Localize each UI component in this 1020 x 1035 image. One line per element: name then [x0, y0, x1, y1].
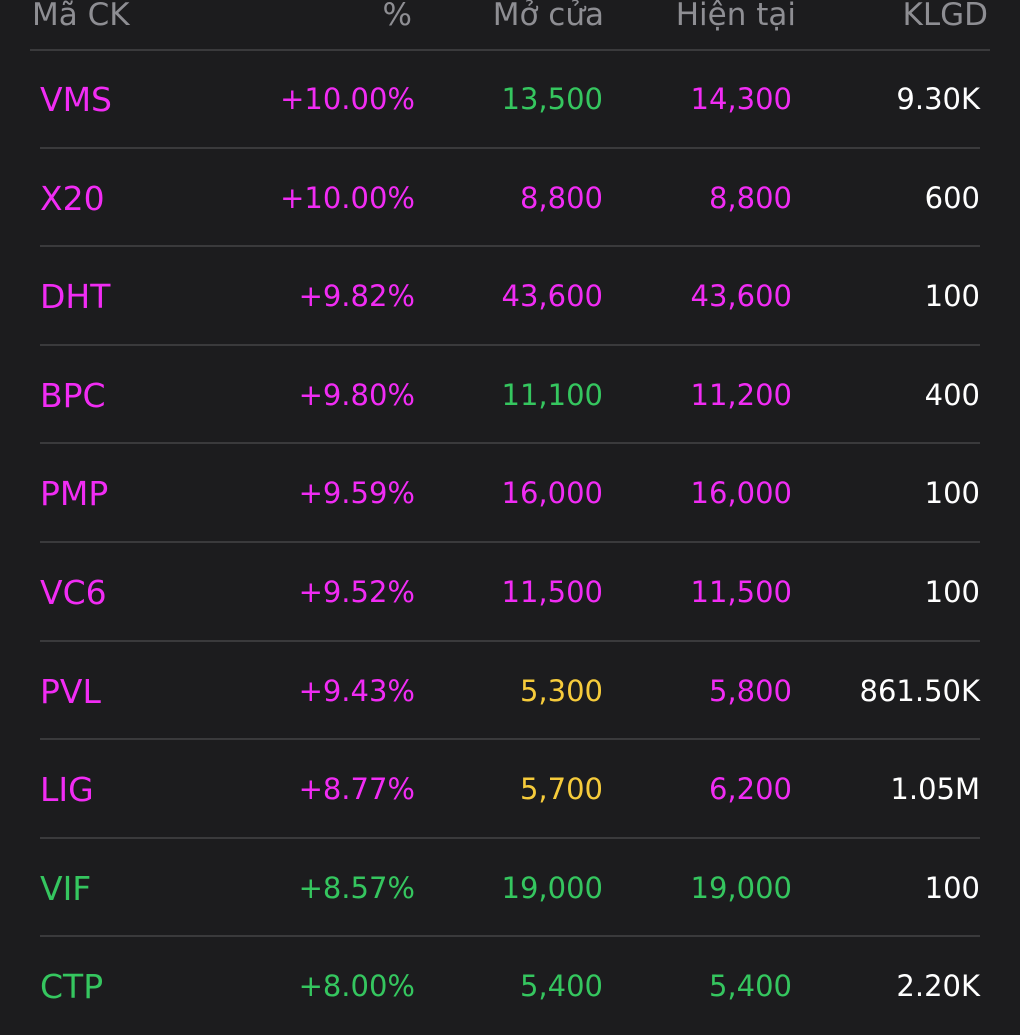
open-price: 19,000	[501, 870, 603, 905]
open-price: 13,500	[501, 82, 603, 116]
open-price: 43,600	[501, 279, 603, 314]
change-percent: +8.77%	[298, 772, 415, 807]
open-price: 8,800	[519, 180, 603, 215]
stock-table: VMS +10.00% 13,500 14,300 9.30K X20 +10.00% 8,8…	[0, 50, 1020, 1035]
open-price: 5,400	[519, 969, 603, 1004]
table-row[interactable]: LIG +8.77% 5,700 6,200 1.05M	[0, 740, 1020, 839]
change-percent: +10.00%	[280, 180, 415, 215]
change-percent: +8.57%	[298, 870, 415, 905]
current-price: 14,300	[690, 82, 792, 116]
current-price: 8,800	[708, 180, 792, 215]
table-row[interactable]: CTP +8.00% 5,400 5,400 2.20K	[0, 937, 1020, 1035]
change-percent: +9.80%	[298, 377, 415, 412]
trading-volume: 600	[924, 180, 980, 215]
change-percent: +10.00%	[280, 82, 415, 116]
table-row[interactable]: DHT +9.82% 43,600 43,600 100	[0, 247, 1020, 346]
header-divider	[30, 49, 990, 51]
change-percent: +9.43%	[298, 673, 415, 708]
stock-symbol: VC6	[40, 572, 107, 612]
column-header-change-percent[interactable]: %	[382, 0, 412, 33]
trading-volume: 100	[924, 476, 980, 511]
open-price: 16,000	[501, 476, 603, 511]
stock-symbol: VMS	[40, 80, 112, 119]
column-header-current-price[interactable]: Hiện tại	[675, 0, 796, 33]
column-header-symbol[interactable]: Mã CK	[32, 0, 130, 33]
open-price: 11,500	[501, 574, 603, 609]
stock-symbol: CTP	[40, 967, 104, 1007]
stock-symbol: BPC	[40, 375, 106, 415]
table-row[interactable]: VC6 +9.52% 11,500 11,500 100	[0, 543, 1020, 642]
current-price: 11,200	[690, 377, 792, 412]
current-price: 11,500	[690, 574, 792, 609]
current-price: 16,000	[690, 476, 792, 511]
table-row[interactable]: BPC +9.80% 11,100 11,200 400	[0, 346, 1020, 445]
trading-volume: 1.05M	[890, 772, 980, 807]
current-price: 19,000	[690, 870, 792, 905]
stock-symbol: DHT	[40, 277, 111, 317]
table-header: Mã CK % Mở cửa Hiện tại KLGD	[0, 0, 1020, 51]
column-header-open-price[interactable]: Mở cửa	[492, 0, 604, 33]
table-row[interactable]: VIF +8.57% 19,000 19,000 100	[0, 839, 1020, 938]
trading-volume: 9.30K	[896, 82, 980, 116]
trading-volume: 2.20K	[896, 969, 980, 1004]
column-header-volume[interactable]: KLGD	[902, 0, 989, 33]
current-price: 5,400	[708, 969, 792, 1004]
stock-symbol: X20	[40, 178, 105, 218]
stock-symbol: PVL	[40, 671, 101, 711]
current-price: 43,600	[690, 279, 792, 314]
change-percent: +9.82%	[298, 279, 415, 314]
stock-symbol: PMP	[40, 474, 109, 514]
table-row[interactable]: X20 +10.00% 8,800 8,800 600	[0, 149, 1020, 248]
table-row[interactable]: PVL +9.43% 5,300 5,800 861.50K	[0, 642, 1020, 741]
current-price: 6,200	[708, 772, 792, 807]
open-price: 5,300	[519, 673, 603, 708]
open-price: 11,100	[501, 377, 603, 412]
change-percent: +9.59%	[298, 476, 415, 511]
stock-symbol: LIG	[40, 770, 94, 810]
stock-symbol: VIF	[40, 868, 92, 908]
current-price: 5,800	[708, 673, 792, 708]
table-row[interactable]: VMS +10.00% 13,500 14,300 9.30K	[0, 50, 1020, 149]
change-percent: +9.52%	[298, 574, 415, 609]
open-price: 5,700	[519, 772, 603, 807]
trading-volume: 100	[924, 870, 980, 905]
change-percent: +8.00%	[298, 969, 415, 1004]
trading-volume: 400	[924, 377, 980, 412]
table-row[interactable]: PMP +9.59% 16,000 16,000 100	[0, 444, 1020, 543]
trading-volume: 100	[924, 574, 980, 609]
trading-volume: 100	[924, 279, 980, 314]
trading-volume: 861.50K	[859, 673, 981, 708]
